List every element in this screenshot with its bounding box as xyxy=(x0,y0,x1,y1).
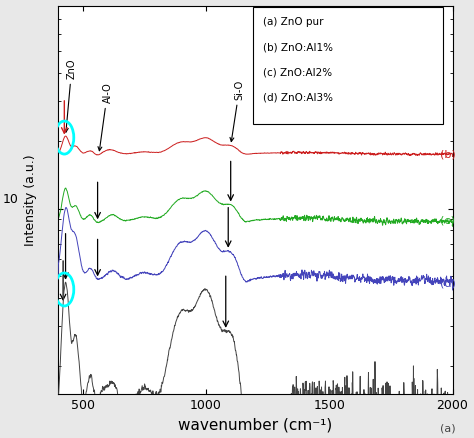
Text: ZnO: ZnO xyxy=(64,58,77,132)
Text: 10: 10 xyxy=(3,193,19,206)
FancyBboxPatch shape xyxy=(254,7,443,124)
Text: (a) ZnO pur: (a) ZnO pur xyxy=(263,17,332,27)
Text: (d) ZnO:Al3%: (d) ZnO:Al3% xyxy=(263,93,333,103)
Text: (a) ZnO pur: (a) ZnO pur xyxy=(263,17,324,27)
Text: Si-O: Si-O xyxy=(230,79,244,141)
Text: Al-O: Al-O xyxy=(98,82,112,151)
Text: (d) ZnO:Al3%: (d) ZnO:Al3% xyxy=(263,93,338,103)
Y-axis label: Intensity (a.u.): Intensity (a.u.) xyxy=(24,154,37,246)
Text: (b): (b) xyxy=(440,149,456,159)
Text: (c): (c) xyxy=(440,216,455,226)
Text: (c) ZnO:Al2%: (c) ZnO:Al2% xyxy=(263,68,332,78)
Text: (b) ZnO:Al1%: (b) ZnO:Al1% xyxy=(263,42,333,53)
Text: (c) ZnO:Al2%: (c) ZnO:Al2% xyxy=(263,68,338,78)
Text: (a): (a) xyxy=(440,424,456,434)
Text: (d): (d) xyxy=(440,278,456,288)
Text: (b) ZnO:Al1%: (b) ZnO:Al1% xyxy=(263,42,338,53)
X-axis label: wavenumber (cm⁻¹): wavenumber (cm⁻¹) xyxy=(178,417,332,432)
